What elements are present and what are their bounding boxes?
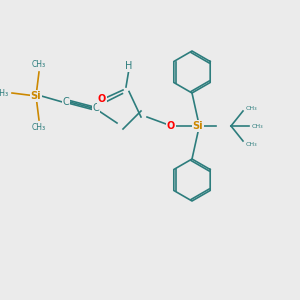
Text: CH₃: CH₃ bbox=[0, 88, 9, 98]
Text: CH₃: CH₃ bbox=[32, 123, 46, 132]
Text: H: H bbox=[125, 61, 133, 71]
Text: O: O bbox=[98, 94, 106, 104]
Text: CH₃: CH₃ bbox=[246, 106, 258, 110]
Text: CH₃: CH₃ bbox=[252, 124, 264, 128]
Text: CH₃: CH₃ bbox=[32, 60, 46, 69]
Text: Si: Si bbox=[31, 91, 41, 101]
Text: C: C bbox=[63, 97, 69, 107]
Text: C: C bbox=[93, 103, 99, 113]
Text: O: O bbox=[167, 121, 175, 131]
Text: Si: Si bbox=[193, 121, 203, 131]
Text: CH₃: CH₃ bbox=[246, 142, 258, 146]
